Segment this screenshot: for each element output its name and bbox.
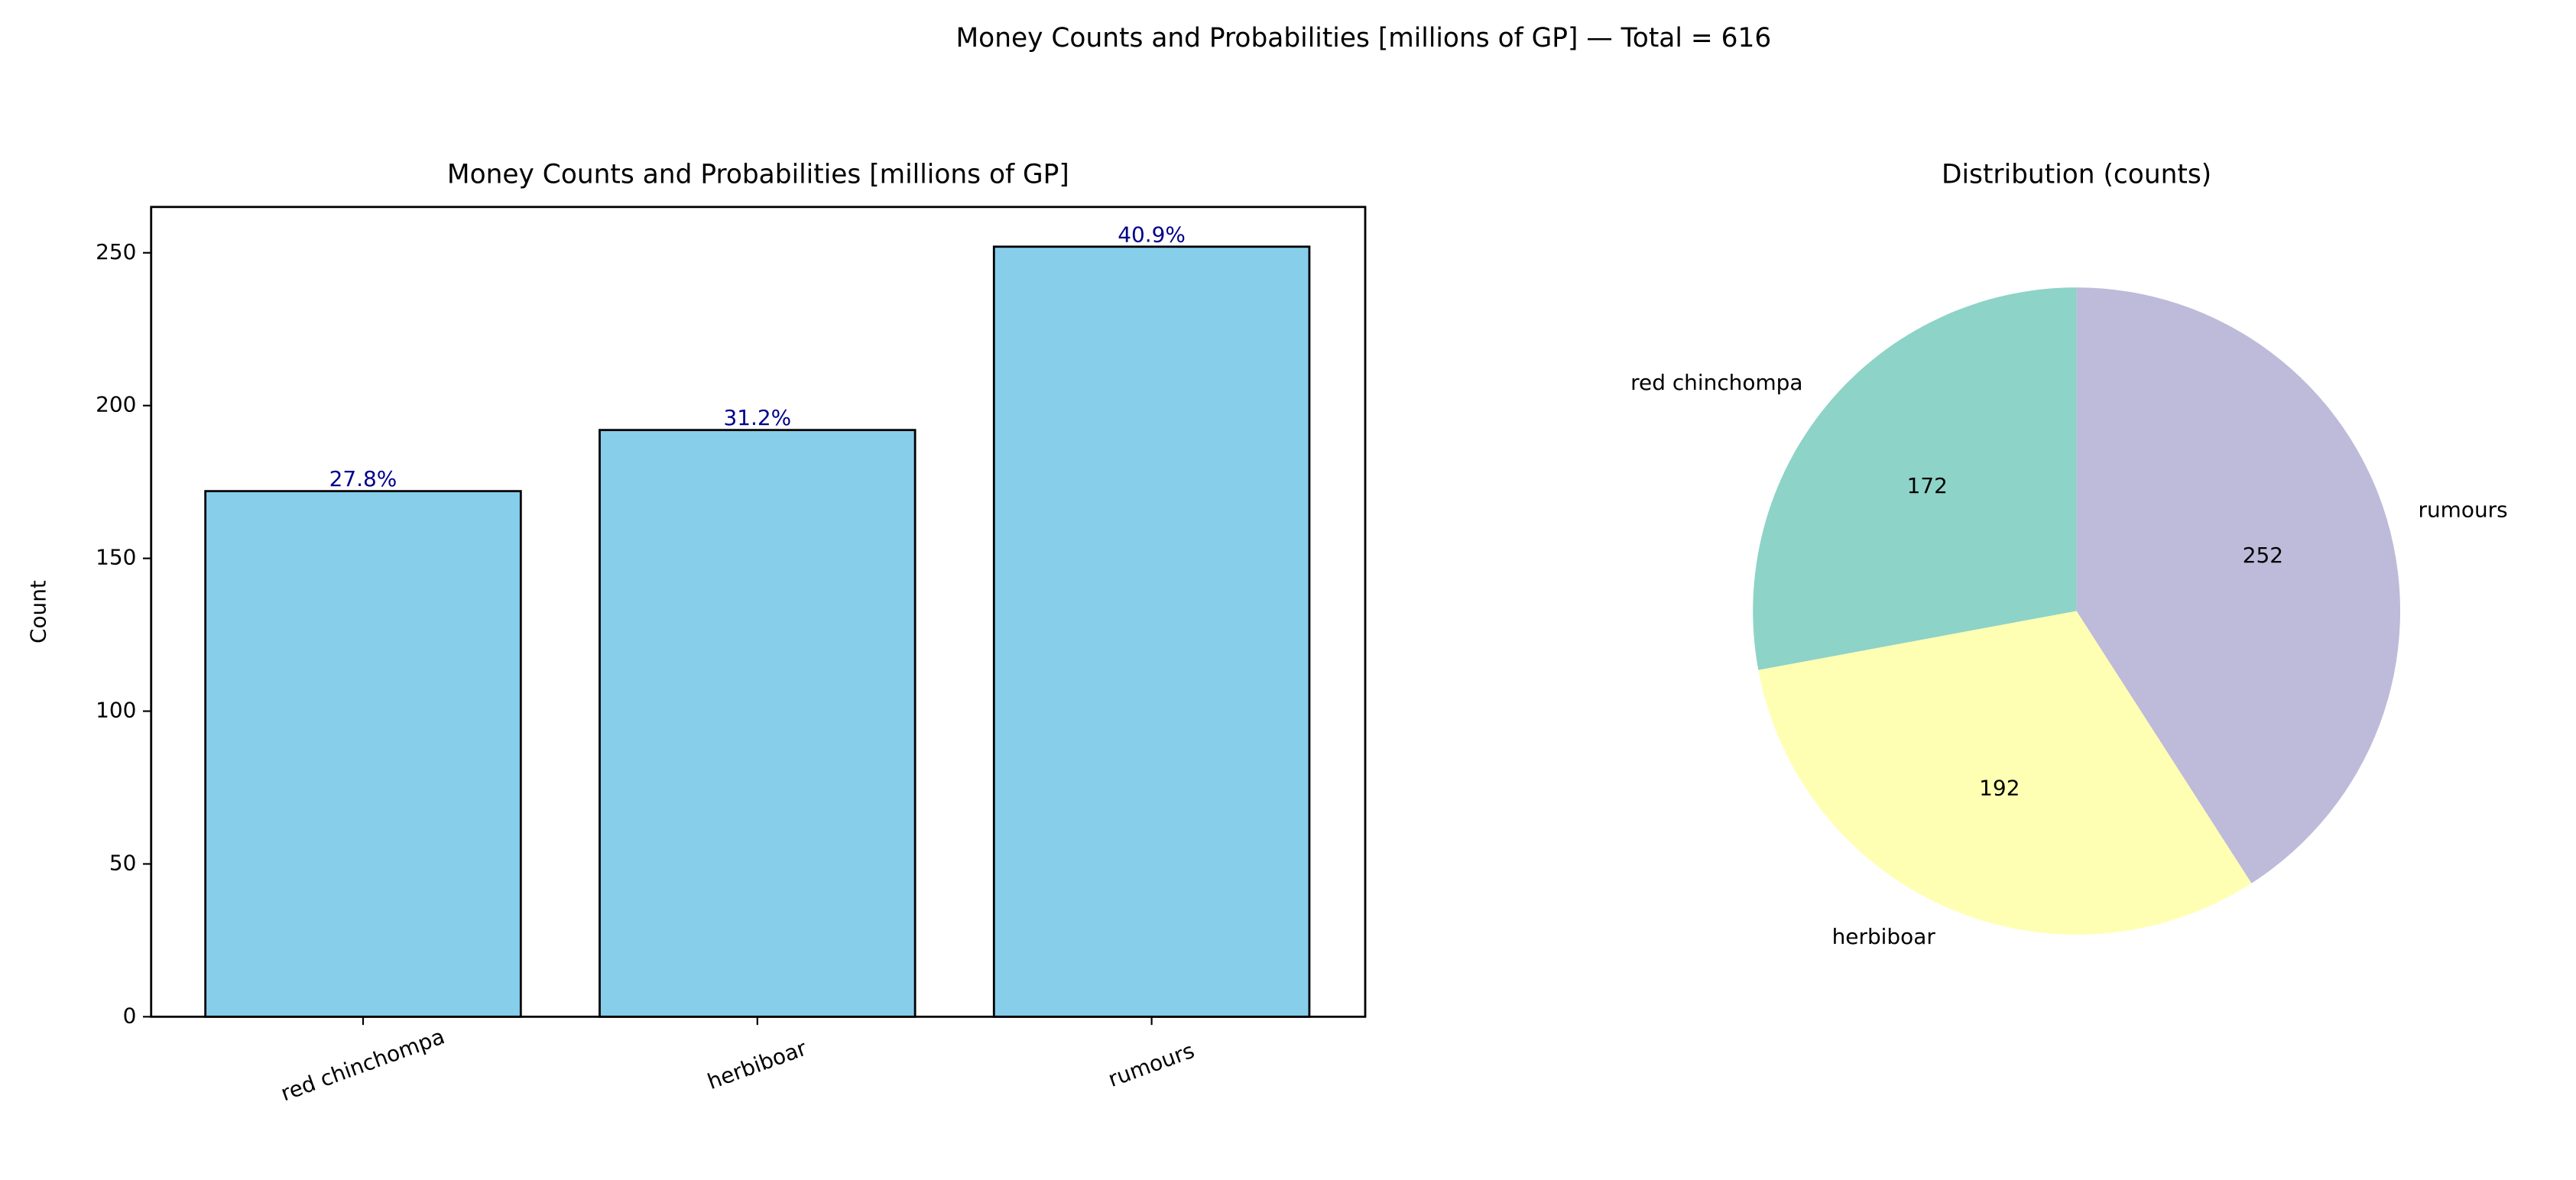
y-tick-label: 50 bbox=[109, 850, 137, 875]
x-tick-label: herbiboar bbox=[704, 1036, 810, 1094]
bar-percent-label: 27.8% bbox=[329, 466, 397, 491]
plot-frame bbox=[150, 206, 1367, 1018]
y-tick-label: 150 bbox=[96, 545, 136, 570]
pie-value-label: 192 bbox=[1979, 776, 2020, 801]
pie-slice bbox=[1753, 287, 2077, 670]
y-tick-label: 200 bbox=[96, 392, 136, 417]
x-tick-label: rumours bbox=[1105, 1038, 1197, 1092]
pie-label: red chinchompa bbox=[1630, 370, 1802, 395]
y-axis-label: Count bbox=[26, 580, 51, 643]
bar-percent-label: 40.9% bbox=[1118, 222, 1186, 247]
bar bbox=[204, 490, 522, 1018]
pie-slice bbox=[1758, 611, 2252, 935]
subplot-title: Money Counts and Probabilities [millions… bbox=[447, 159, 1069, 190]
bar bbox=[599, 429, 917, 1018]
subplot-title: Distribution (counts) bbox=[1942, 159, 2211, 190]
pie-label: herbiboar bbox=[1832, 924, 1936, 949]
figure-title: Money Counts and Probabilities [millions… bbox=[956, 23, 1772, 53]
y-tick-label: 250 bbox=[96, 239, 136, 264]
bar-percent-label: 31.2% bbox=[723, 405, 791, 430]
pie-value-label: 252 bbox=[2243, 543, 2283, 568]
y-tick-label: 100 bbox=[96, 698, 136, 723]
pie-value-label: 172 bbox=[1907, 473, 1948, 498]
pie-label: rumours bbox=[2418, 497, 2507, 522]
bar bbox=[992, 245, 1311, 1018]
pie-slice bbox=[2076, 287, 2401, 883]
y-tick-label: 0 bbox=[123, 1003, 137, 1028]
x-tick-label: red chinchompa bbox=[277, 1023, 448, 1106]
